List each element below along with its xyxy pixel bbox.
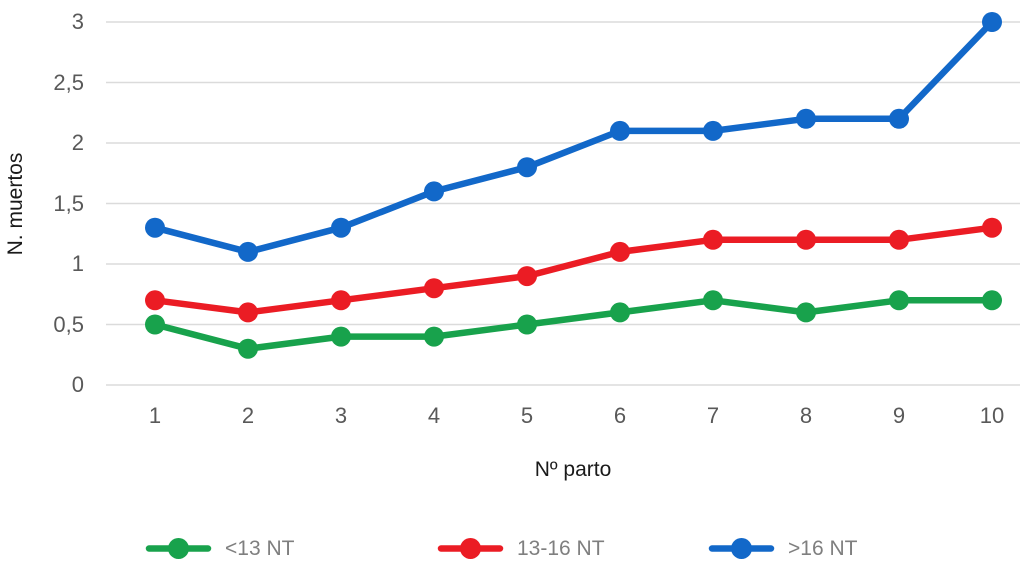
data-point: [982, 217, 1002, 238]
y-tick-label: 2: [71, 130, 84, 155]
data-point: [610, 120, 630, 141]
x-tick-label: 8: [799, 403, 813, 428]
x-tick-label: 9: [892, 403, 906, 428]
y-tick-label: 2,5: [53, 69, 84, 95]
legend-marker-icon: [145, 538, 212, 559]
data-point: [145, 314, 165, 335]
data-point: [796, 302, 816, 323]
data-point: [982, 290, 1002, 311]
x-axis-title: Nº parto: [534, 458, 612, 481]
legend-item-0: <13 NT: [145, 535, 294, 562]
data-point: [982, 12, 1002, 32]
data-point: [517, 314, 537, 335]
legend-item-2: >16 NT: [708, 535, 857, 562]
data-point: [703, 229, 723, 250]
legend-label: <13 NT: [225, 537, 295, 560]
x-tick-label: 1: [148, 403, 162, 428]
data-point: [238, 338, 258, 359]
data-point: [796, 108, 816, 129]
series-line-1: [151, 224, 996, 316]
data-point: [331, 326, 351, 347]
data-point: [424, 278, 444, 299]
legend-marker-icon: [708, 538, 775, 559]
data-point: [331, 217, 351, 238]
x-tick-label: 5: [520, 403, 534, 428]
data-point: [238, 241, 258, 262]
data-point: [889, 229, 909, 250]
data-point: [703, 290, 723, 311]
legend-label: >16 NT: [788, 537, 858, 560]
data-point: [703, 120, 723, 141]
data-point: [517, 157, 537, 178]
data-point: [238, 302, 258, 323]
x-tick-label: 3: [334, 403, 348, 428]
legend-item-1: 13-16 NT: [437, 535, 605, 562]
data-point: [145, 217, 165, 238]
data-point: [331, 290, 351, 311]
data-point: [610, 241, 630, 262]
y-tick-label: 0: [71, 372, 84, 397]
x-tick-label: 2: [241, 403, 255, 428]
data-point: [517, 266, 537, 287]
x-tick-label: 7: [706, 403, 720, 428]
x-tick-label: 10: [979, 403, 1005, 428]
y-tick-label: 1,5: [53, 190, 84, 216]
series-line-0: [151, 297, 996, 352]
data-point: [145, 290, 165, 311]
data-point: [424, 181, 444, 202]
data-point: [889, 290, 909, 311]
data-point: [424, 326, 444, 347]
y-tick-label: 3: [71, 9, 84, 34]
series-line-2: [151, 18, 996, 256]
x-tick-label: 4: [427, 403, 441, 428]
data-point: [610, 302, 630, 323]
data-point: [796, 229, 816, 250]
legend-marker-icon: [437, 538, 504, 559]
x-tick-label: 6: [613, 403, 627, 428]
y-tick-label: 0,5: [53, 311, 84, 337]
y-tick-label: 1: [71, 251, 84, 276]
data-point: [889, 108, 909, 129]
legend-label: 13-16 NT: [517, 537, 605, 560]
